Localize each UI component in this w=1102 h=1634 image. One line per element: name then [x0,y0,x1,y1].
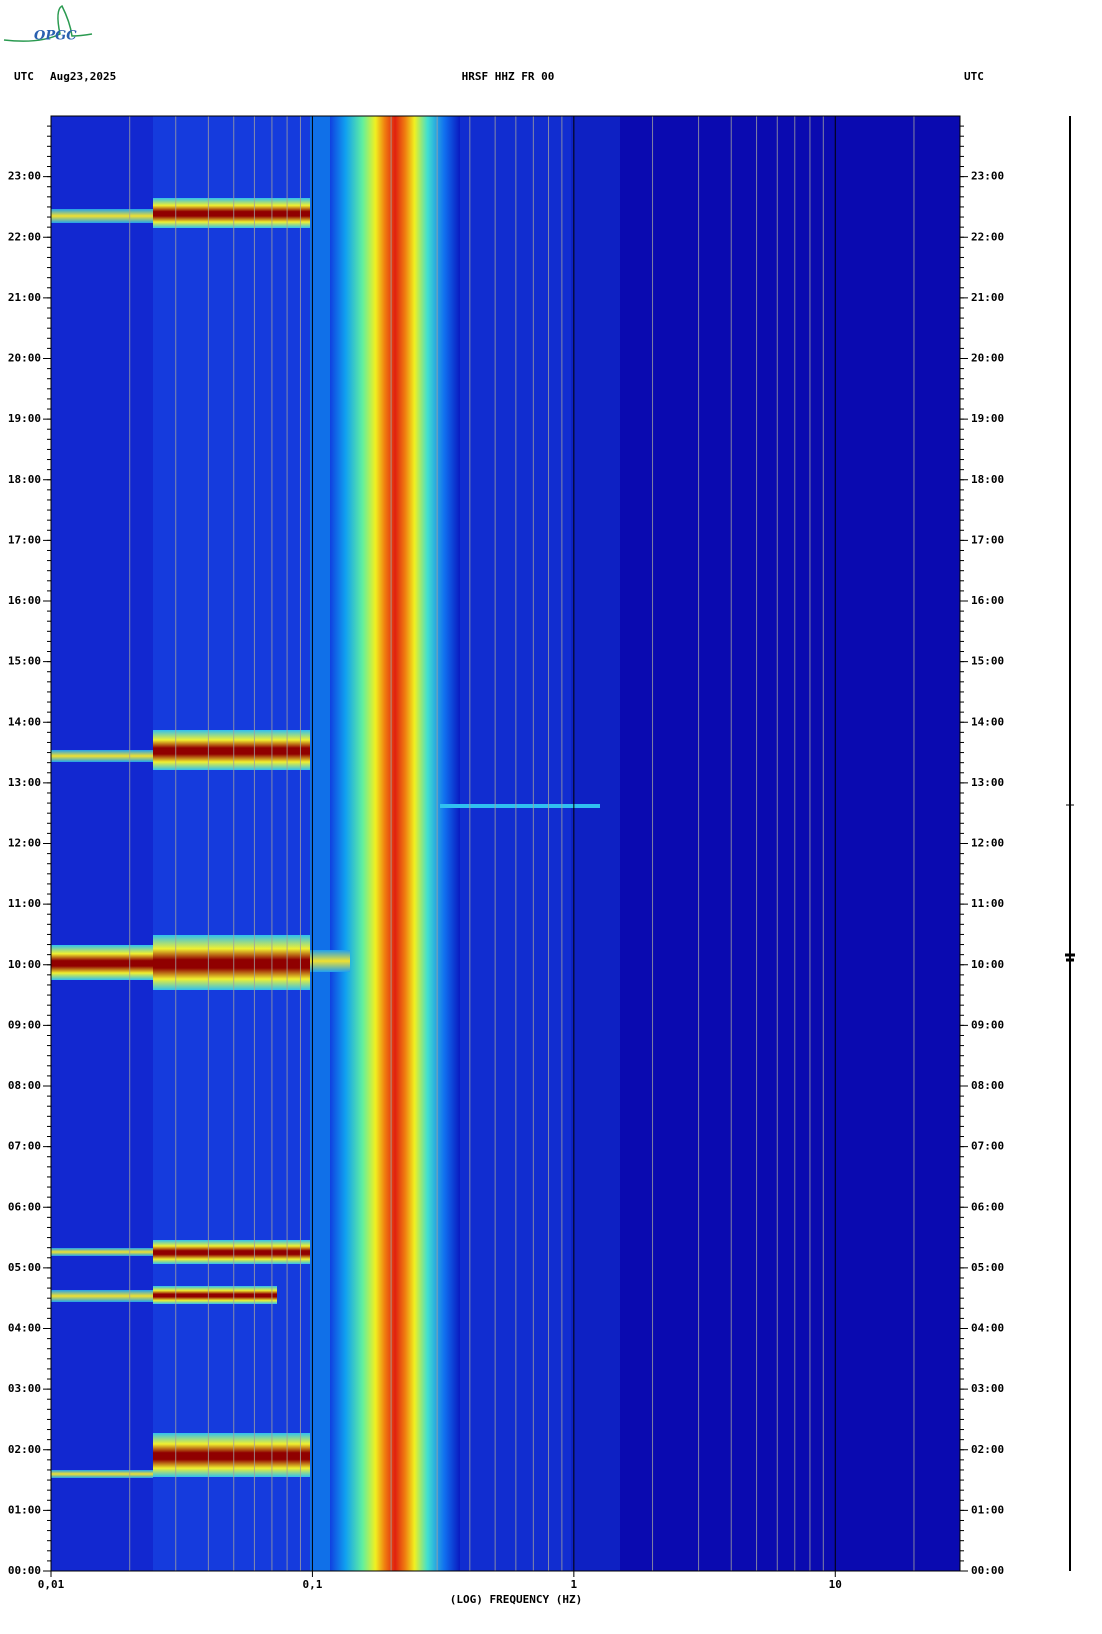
high-freq-noise [460,116,620,1571]
y-tick-label: 08:00 [971,1079,1004,1092]
y-tick-label: 11:00 [8,897,41,910]
y-tick-label: 12:00 [8,837,41,850]
event [310,950,350,972]
logo-text: OPGC [34,29,77,44]
x-tick-label: 0,1 [302,1578,322,1591]
y-tick-label: 09:00 [971,1018,1004,1031]
event [51,1248,153,1256]
x-tick-label: 1 [571,1578,578,1591]
trace [1065,116,1075,1571]
y-tick-label: 10:00 [8,958,41,971]
x-tick-label: 10 [829,1578,842,1591]
event [153,935,310,990]
y-tick-label: 13:00 [971,776,1004,789]
date: Aug23,2025 [50,70,116,83]
spectrogram [50,116,960,1571]
y-tick-label: 19:00 [8,412,41,425]
y-tick-label: 02:00 [971,1443,1004,1456]
y-tick-label: 07:00 [8,1140,41,1153]
microseism-band [330,116,460,1571]
y-tick-label: 05:00 [8,1261,41,1274]
header-left: UTC [14,70,34,83]
y-tick-label: 14:00 [8,715,41,728]
y-tick-label: 14:00 [971,715,1004,728]
y-tick-label: 08:00 [8,1079,41,1092]
y-tick-label: 04:00 [971,1322,1004,1335]
y-tick-label: 01:00 [971,1503,1004,1516]
header-right: UTC [964,70,984,83]
y-tick-label: 17:00 [971,533,1004,546]
y-tick-label: 18:00 [8,473,41,486]
y-tick-label: 15:00 [971,655,1004,668]
event [153,1240,310,1264]
y-tick-label: 03:00 [8,1382,41,1395]
low-freq-noise [153,116,310,1571]
y-tick-label: 17:00 [8,533,41,546]
event [51,209,153,223]
y-tick-label: 12:00 [971,837,1004,850]
logo: OPGC [3,4,93,44]
y-tick-label: 03:00 [971,1382,1004,1395]
x-axis-label: (LOG) FREQUENCY (HZ) [450,1593,582,1606]
y-tick-label: 07:00 [971,1140,1004,1153]
y-tick-label: 15:00 [8,655,41,668]
y-tick-label: 21:00 [971,291,1004,304]
y-tick-label: 22:00 [8,230,41,243]
event [51,1470,153,1478]
y-tick-label: 18:00 [971,473,1004,486]
chart-title: HRSF HHZ FR 00 [462,70,555,83]
event [153,1433,310,1477]
y-tick-label: 09:00 [8,1018,41,1031]
y-tick-label: 23:00 [971,170,1004,183]
event-hf [440,804,600,808]
y-tick-label: 11:00 [971,897,1004,910]
x-tick-label: 0,01 [38,1578,65,1591]
y-tick-label: 19:00 [971,412,1004,425]
y-tick-label: 05:00 [971,1261,1004,1274]
event [51,750,153,762]
y-tick-label: 20:00 [8,352,41,365]
y-tick-label: 23:00 [8,170,41,183]
y-tick-label: 04:00 [8,1322,41,1335]
y-tick-label: 06:00 [8,1200,41,1213]
y-tick-label: 16:00 [971,594,1004,607]
event [51,1290,153,1302]
y-tick-label: 16:00 [8,594,41,607]
y-tick-label: 20:00 [971,352,1004,365]
y-tick-label: 01:00 [8,1503,41,1516]
y-tick-label: 06:00 [971,1200,1004,1213]
event [153,1286,277,1304]
y-tick-label: 21:00 [8,291,41,304]
event [51,945,153,980]
y-tick-label: 22:00 [971,230,1004,243]
event [153,198,310,228]
y-tick-label: 00:00 [971,1564,1004,1577]
y-tick-label: 00:00 [8,1564,41,1577]
y-tick-label: 10:00 [971,958,1004,971]
y-tick-label: 02:00 [8,1443,41,1456]
y-tick-label: 13:00 [8,776,41,789]
event [153,730,310,770]
